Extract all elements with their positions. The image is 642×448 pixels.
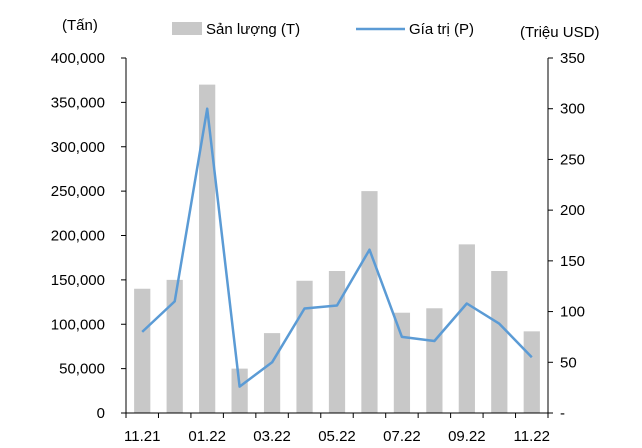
bar-04.22 (296, 280, 313, 413)
left-tick-label: 50,000 (59, 361, 105, 378)
bar-05.22 (328, 271, 346, 413)
right-tick-label: - (560, 405, 565, 422)
axes-layer (121, 57, 553, 418)
x-tick-label: 07.22 (383, 428, 421, 445)
right-tick-label: 350 (560, 50, 585, 67)
bar-06.22 (361, 191, 378, 413)
left-tick-label: 200,000 (51, 228, 105, 245)
right-tick-label: 150 (560, 253, 585, 270)
bar-07.22 (393, 312, 411, 413)
right-tick-label: 50 (560, 354, 577, 371)
right-tick-label: 100 (560, 304, 585, 321)
left-tick-label: 0 (97, 405, 105, 422)
bar-10.22 (491, 271, 508, 413)
legend-swatch-production (172, 22, 202, 35)
labels-layer: 0 50,000 100,000 150,000 200,000 250,000 300,0… (51, 50, 585, 445)
bar-02.22 (231, 368, 248, 413)
right-axis-unit: (Triệu USD) (520, 24, 599, 41)
bar-11.21 (134, 288, 151, 413)
bar-11.22 (523, 331, 540, 413)
x-tick-label: 01.22 (188, 428, 226, 445)
right-tick-label: 200 (560, 202, 585, 219)
x-tick-label: 11.21 (124, 428, 160, 445)
bar-01.22 (199, 84, 216, 413)
bars-layer (134, 84, 540, 413)
left-tick-label: 300,000 (51, 139, 105, 156)
x-tick-label: 05.22 (318, 428, 356, 445)
legend: Sản lượng (T) Gía trị (P) (172, 21, 474, 38)
left-tick-label: 150,000 (51, 272, 105, 289)
bar-03.22 (263, 333, 281, 413)
left-axis-unit: (Tấn) (62, 17, 98, 34)
right-tick-label: 300 (560, 101, 585, 118)
bar-12.21 (166, 279, 183, 413)
x-tick-label: 09.22 (448, 428, 486, 445)
left-tick-label: 100,000 (51, 316, 105, 333)
line-layer (141, 107, 533, 388)
left-tick-label: 350,000 (51, 94, 105, 111)
legend-label-value: Gía trị (P) (409, 21, 474, 38)
x-tick-label: 03.22 (253, 428, 291, 445)
left-tick-label: 250,000 (51, 183, 105, 200)
bar-08.22 (426, 308, 443, 413)
right-tick-label: 250 (560, 151, 585, 168)
x-tick-label: 11.22 (514, 428, 550, 445)
legend-label-production: Sản lượng (T) (206, 21, 300, 38)
bar-09.22 (458, 244, 475, 413)
left-tick-label: 400,000 (51, 50, 105, 67)
